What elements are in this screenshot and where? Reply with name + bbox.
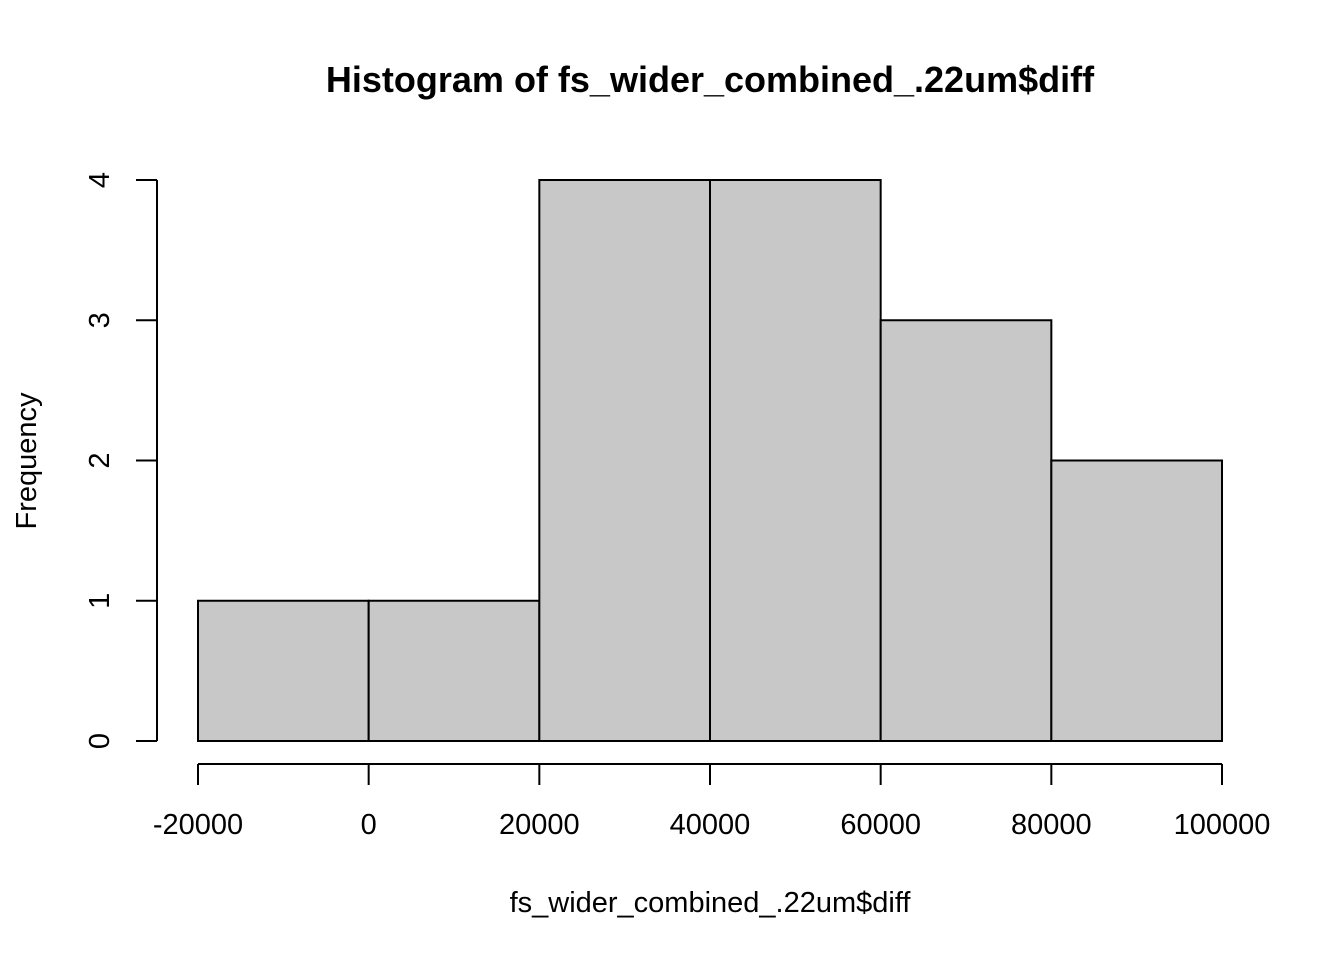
- histogram-bar-0: [198, 601, 369, 741]
- y-tick-label-1: 1: [84, 593, 116, 609]
- x-tick-label-3: 40000: [670, 809, 751, 841]
- x-tick-label-6: 100000: [1174, 809, 1271, 841]
- chart-title: Histogram of fs_wider_combined_.22um$dif…: [326, 59, 1095, 100]
- x-tick-label-1: 0: [361, 809, 377, 841]
- x-axis-label: fs_wider_combined_.22um$diff: [510, 887, 912, 919]
- x-tick-label-4: 60000: [840, 809, 921, 841]
- x-axis: -20000 0 20000 40000 60000 80000 100000: [153, 764, 1271, 841]
- y-axis: 0 1 2 3 4: [84, 172, 157, 749]
- x-tick-label-2: 20000: [499, 809, 580, 841]
- y-tick-label-0: 0: [84, 733, 116, 749]
- histogram-bars: [198, 180, 1222, 741]
- histogram-bar-3: [710, 180, 881, 741]
- y-tick-label-4: 4: [84, 172, 116, 188]
- histogram-bar-2: [539, 180, 710, 741]
- histogram-bar-4: [881, 320, 1052, 741]
- y-tick-label-3: 3: [84, 312, 116, 328]
- y-axis-label: Frequency: [11, 392, 43, 530]
- x-tick-label-0: -20000: [153, 809, 243, 841]
- x-tick-label-5: 80000: [1011, 809, 1092, 841]
- y-tick-label-2: 2: [84, 452, 116, 468]
- histogram-bar-1: [369, 601, 540, 741]
- histogram-bar-5: [1051, 461, 1222, 742]
